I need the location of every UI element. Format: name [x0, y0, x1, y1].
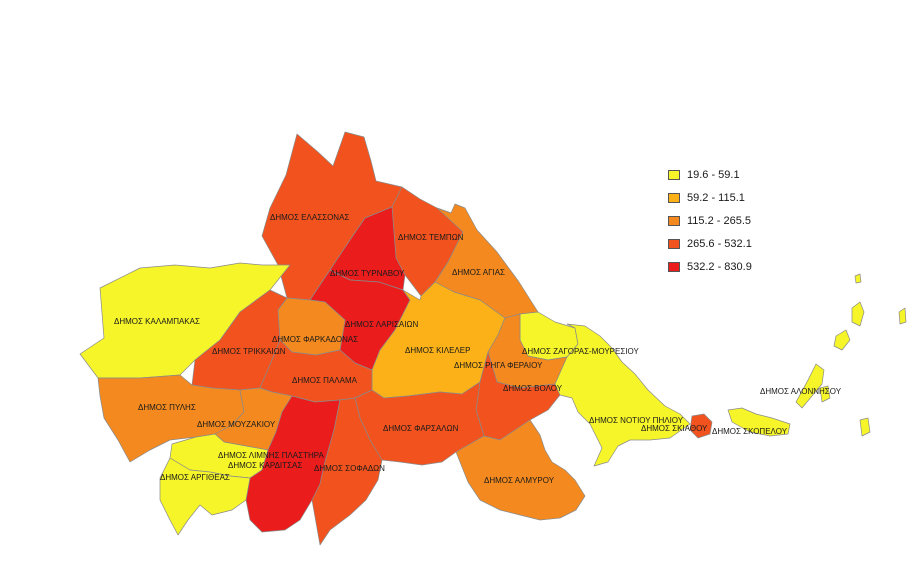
- label-riga: ΔΗΜΟΣ ΡΗΓΑ ΦΕΡΑΙΟΥ: [454, 361, 543, 370]
- label-argitheas: ΔΗΜΟΣ ΑΡΓΙΘΕΑΣ: [160, 473, 230, 482]
- label-skopelou: ΔΗΜΟΣ ΣΚΟΠΕΛΟΥ: [712, 427, 788, 436]
- region-almyrou[interactable]: [455, 419, 586, 521]
- legend-label: 532.2 - 830.9: [687, 260, 752, 273]
- label-larisaion: ΔΗΜΟΣ ΛΑΡΙΣΑΙΩΝ: [345, 320, 418, 329]
- region-alonnisou-islet-2[interactable]: [851, 301, 865, 327]
- label-farsalon: ΔΗΜΟΣ ΦΑΡΣΑΛΩΝ: [383, 424, 459, 433]
- label-zagoras: ΔΗΜΟΣ ΖΑΓΟΡΑΣ-ΜΟΥΡΕΣΙΟΥ: [522, 347, 639, 356]
- label-plastira: ΔΗΜΟΣ ΛΙΜΝΗΣ ΠΛΑΣΤΗΡΑ: [218, 451, 324, 460]
- legend: 19.6 - 59.1 59.2 - 115.1 115.2 - 265.5 2…: [668, 163, 752, 278]
- legend-label: 115.2 - 265.5: [687, 214, 752, 227]
- label-kalampakas: ΔΗΜΟΣ ΚΑΛΑΜΠΑΚΑΣ: [114, 317, 200, 326]
- label-notiou-piliou: ΔΗΜΟΣ ΝΟΤΙΟΥ ΠΗΛΙΟΥ: [589, 416, 684, 425]
- region-alonnisou-islet-1[interactable]: [833, 329, 851, 351]
- legend-item: 532.2 - 830.9: [668, 255, 752, 278]
- label-farkadonas: ΔΗΜΟΣ ΦΑΡΚΑΔΟΝΑΣ: [272, 335, 358, 344]
- label-trikkaion: ΔΗΜΟΣ ΤΡΙΚΚΑΙΩΝ: [212, 347, 286, 356]
- legend-label: 19.6 - 59.1: [687, 168, 740, 181]
- label-almyrou: ΔΗΜΟΣ ΑΛΜΥΡΟΥ: [484, 476, 555, 485]
- legend-swatch: [668, 238, 680, 249]
- label-elassona: ΔΗΜΟΣ ΕΛΑΣΣΟΝΑΣ: [270, 213, 349, 222]
- region-alonnisou-islet-4[interactable]: [859, 417, 871, 437]
- legend-label: 59.2 - 115.1: [687, 191, 745, 204]
- label-volou: ΔΗΜΟΣ ΒΟΛΟΥ: [503, 384, 563, 393]
- label-palama: ΔΗΜΟΣ ΠΑΛΑΜΑ: [292, 376, 358, 385]
- label-agias: ΔΗΜΟΣ ΑΓΙΑΣ: [452, 268, 505, 277]
- region-alonnisou-islet-6[interactable]: [854, 273, 862, 284]
- legend-swatch: [668, 261, 680, 272]
- legend-swatch: [668, 192, 680, 203]
- legend-item: 115.2 - 265.5: [668, 209, 752, 232]
- label-tempon: ΔΗΜΟΣ ΤΕΜΠΩΝ: [398, 233, 464, 242]
- label-sofadon: ΔΗΜΟΣ ΣΟΦΑΔΩΝ: [314, 464, 385, 473]
- legend-item: 19.6 - 59.1: [668, 163, 752, 186]
- label-mouzakiou: ΔΗΜΟΣ ΜΟΥΖΑΚΙΟΥ: [197, 420, 276, 429]
- legend-item: 59.2 - 115.1: [668, 186, 752, 209]
- legend-item: 265.6 - 532.1: [668, 232, 752, 255]
- label-pylis: ΔΗΜΟΣ ΠΥΛΗΣ: [138, 403, 196, 412]
- region-alonnisou-islet-5[interactable]: [898, 307, 907, 325]
- region-skiathou[interactable]: [689, 413, 713, 439]
- label-tyrnavou: ΔΗΜΟΣ ΤΥΡΝΑΒΟΥ: [330, 269, 405, 278]
- region-alonnisou-main[interactable]: [795, 363, 825, 409]
- label-karditsas: ΔΗΜΟΣ ΚΑΡΔΙΤΣΑΣ: [228, 461, 302, 470]
- legend-label: 265.6 - 532.1: [687, 237, 752, 250]
- region-notiou-piliou[interactable]: [554, 323, 691, 467]
- region-argitheas[interactable]: [159, 457, 251, 536]
- legend-swatch: [668, 215, 680, 226]
- label-kileler: ΔΗΜΟΣ ΚΙΛΕΛΕΡ: [405, 346, 470, 355]
- region-sofadon[interactable]: [311, 397, 383, 546]
- label-skiathou: ΔΗΜΟΣ ΣΚΙΑΘΟΥ: [641, 424, 708, 433]
- region-alonnisou-islet-3[interactable]: [819, 385, 831, 403]
- legend-swatch: [668, 169, 680, 180]
- label-alonnisou: ΔΗΜΟΣ ΑΛΟΝΝΗΣΟΥ: [760, 387, 842, 396]
- region-skopelou[interactable]: [727, 407, 791, 437]
